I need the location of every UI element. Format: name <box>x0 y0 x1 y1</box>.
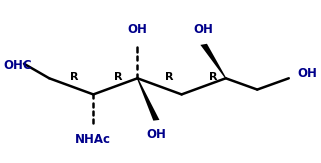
Text: NHAc: NHAc <box>75 133 111 146</box>
Text: R: R <box>165 72 173 82</box>
Text: OH: OH <box>298 67 318 80</box>
Text: R: R <box>209 72 217 82</box>
Text: OHC: OHC <box>3 59 32 72</box>
Text: R: R <box>70 72 79 82</box>
Text: R: R <box>114 72 123 82</box>
Text: OH: OH <box>194 23 213 36</box>
Text: OH: OH <box>146 128 166 141</box>
Polygon shape <box>137 78 160 121</box>
Text: OH: OH <box>127 23 147 36</box>
Polygon shape <box>200 44 226 78</box>
